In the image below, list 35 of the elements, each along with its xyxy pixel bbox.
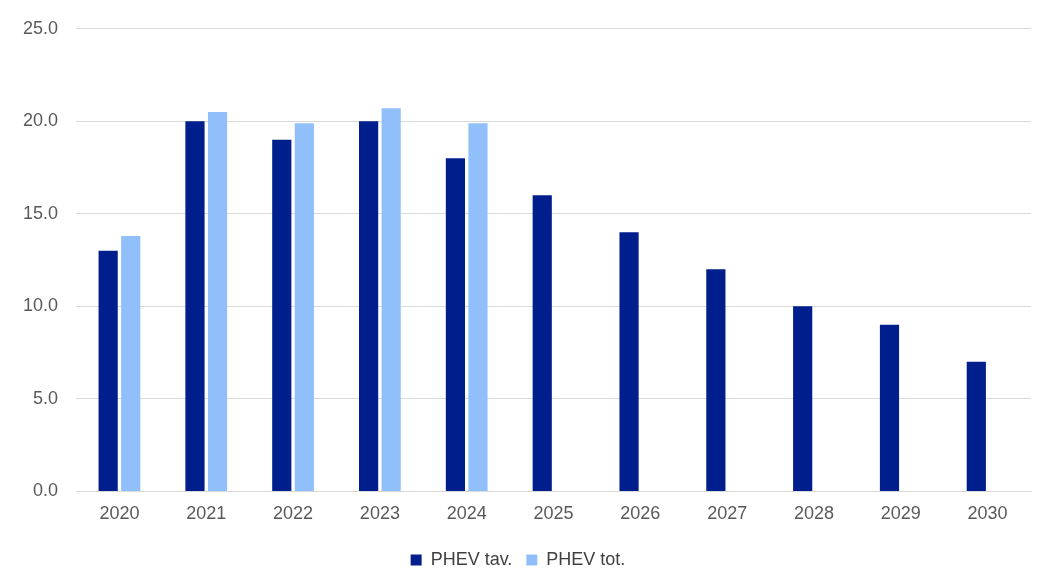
x-tick-label: 2023 xyxy=(359,503,400,524)
y-tick-label: 20.0 xyxy=(22,110,59,131)
x-tick-label: 2020 xyxy=(99,503,140,524)
bar xyxy=(359,121,379,491)
x-tick-label: 2028 xyxy=(793,503,834,524)
bar xyxy=(121,236,141,491)
bar xyxy=(294,123,314,491)
bar xyxy=(793,306,813,491)
bar xyxy=(272,139,292,491)
x-tick-label: 2026 xyxy=(620,503,661,524)
x-tick-label: 2029 xyxy=(880,503,921,524)
y-tick-label: 5.0 xyxy=(33,387,59,408)
legend-label: PHEV tav. xyxy=(430,548,513,569)
bar xyxy=(185,121,205,491)
x-tick-label: 2025 xyxy=(533,503,574,524)
bar xyxy=(445,158,466,491)
legend-label: PHEV tot. xyxy=(546,548,626,569)
y-tick-label: 15.0 xyxy=(22,202,59,223)
y-tick-label: 25.0 xyxy=(22,17,59,38)
bar xyxy=(98,250,118,491)
y-tick-label: 0.0 xyxy=(33,480,59,501)
bar xyxy=(207,112,228,491)
y-tick-label: 10.0 xyxy=(22,295,59,316)
bar xyxy=(381,108,401,491)
bar xyxy=(706,269,726,491)
x-tick-label: 2022 xyxy=(273,503,314,524)
x-tick-label: 2030 xyxy=(967,503,1008,524)
x-tick-label: 2024 xyxy=(446,503,487,524)
bar xyxy=(619,232,639,491)
bar xyxy=(468,123,488,491)
x-tick-label: 2027 xyxy=(707,503,748,524)
bar xyxy=(966,361,986,491)
bar xyxy=(532,195,552,491)
bar xyxy=(879,324,900,491)
x-tick-label: 2021 xyxy=(186,503,227,524)
